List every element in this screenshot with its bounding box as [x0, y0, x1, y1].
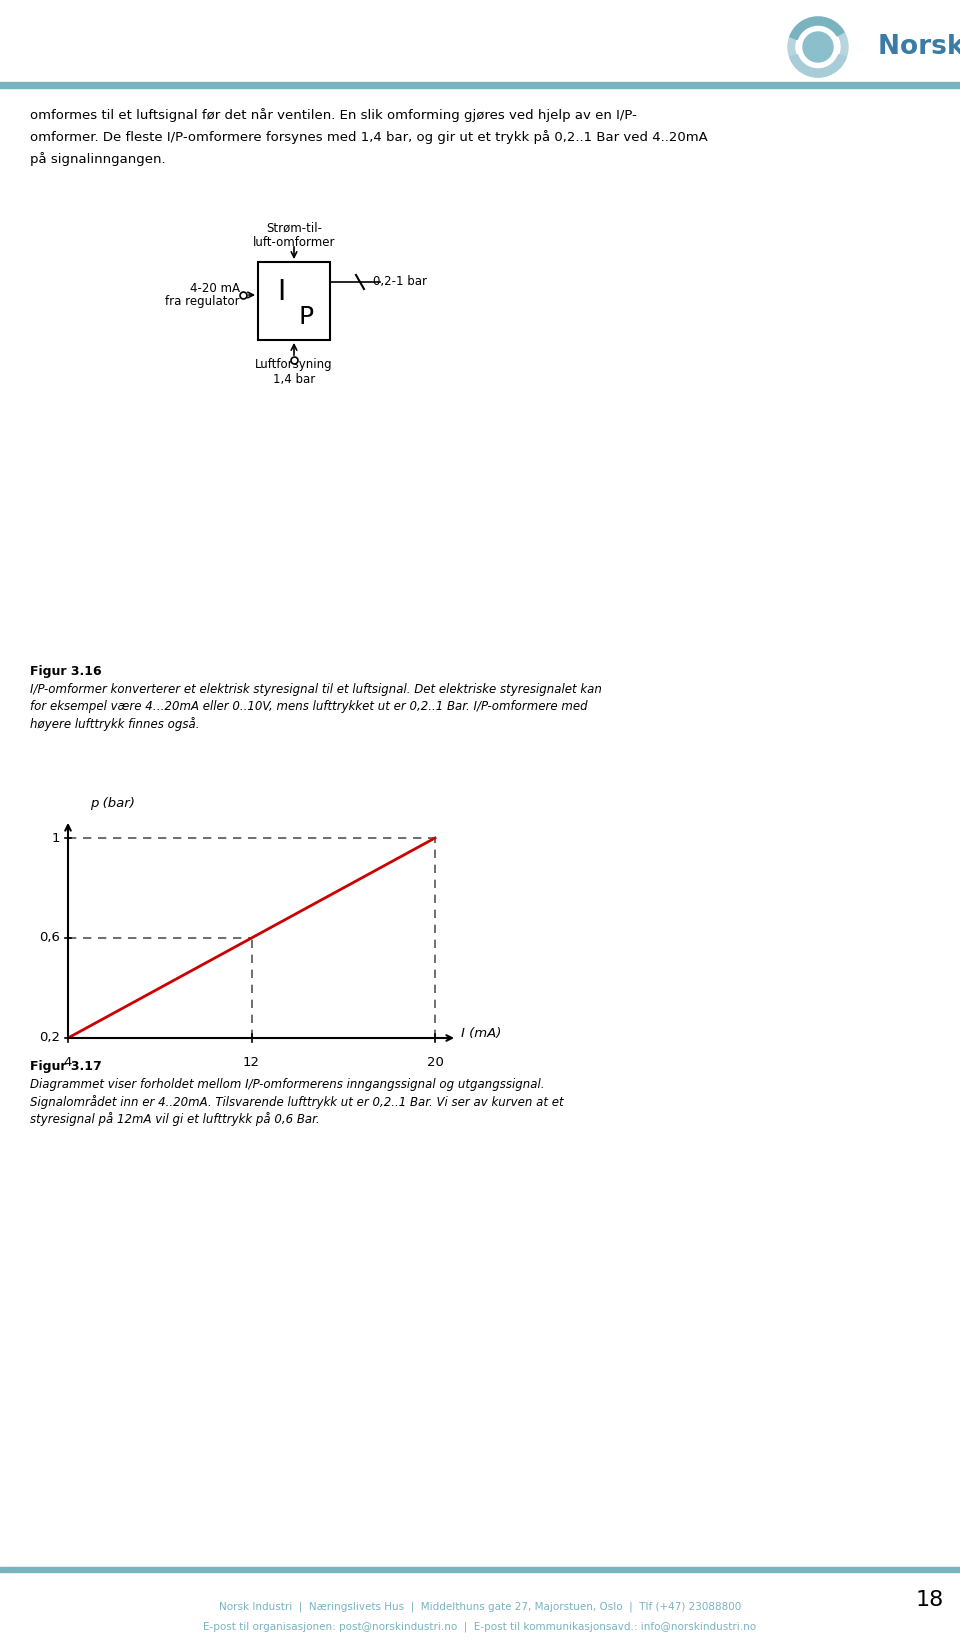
Bar: [258, 262, 330, 339]
Text: Diagrammet viser forholdet mellom I/P-omformerens inngangssignal og utgangssigna: Diagrammet viser forholdet mellom I/P-om…: [30, 1079, 544, 1090]
Text: I (mA): I (mA): [461, 1028, 501, 1041]
Text: fra regulator: fra regulator: [165, 295, 240, 308]
Text: p (bar): p (bar): [90, 797, 134, 810]
Text: Norsk Industri  |  Næringslivets Hus  |  Middelthuns gate 27, Majorstuen, Oslo  : Norsk Industri | Næringslivets Hus | Mid…: [219, 1603, 741, 1612]
Text: omformer. De fleste I/P-omformere forsynes med 1,4 bar, og gir ut et trykk på 0,: omformer. De fleste I/P-omformere forsyn…: [30, 130, 708, 143]
Bar: [0, 1566, 960, 1571]
Text: 20: 20: [426, 1056, 444, 1069]
Text: Norsk Industri: Norsk Industri: [878, 35, 960, 59]
Circle shape: [796, 25, 840, 69]
Wedge shape: [790, 54, 846, 77]
Text: 0,6: 0,6: [39, 932, 60, 944]
Text: for eksempel være 4…20mA eller 0..10V, mens lufttrykket ut er 0,2..1 Bar. I/P-om: for eksempel være 4…20mA eller 0..10V, m…: [30, 700, 588, 713]
Text: luft-omformer: luft-omformer: [252, 236, 335, 249]
Circle shape: [803, 31, 833, 63]
Text: I: I: [277, 278, 286, 306]
Text: Luftforsyning: Luftforsyning: [255, 357, 333, 371]
Text: 0,2: 0,2: [39, 1031, 60, 1044]
Text: Figur 3.17: Figur 3.17: [30, 1061, 102, 1072]
Text: 1,4 bar: 1,4 bar: [273, 372, 315, 385]
Text: E-post til organisasjonen: post@norskindustri.no  |  E-post til kommunikasjonsav: E-post til organisasjonen: post@norskind…: [204, 1622, 756, 1632]
Text: Strøm-til-: Strøm-til-: [266, 222, 322, 236]
Text: 4: 4: [63, 1056, 72, 1069]
Text: styresignal på 12mA vil gi et lufttrykk på 0,6 Bar.: styresignal på 12mA vil gi et lufttrykk …: [30, 1112, 320, 1127]
Text: på signalinngangen.: på signalinngangen.: [30, 152, 166, 166]
Text: 0,2-1 bar: 0,2-1 bar: [373, 275, 427, 288]
Text: 12: 12: [243, 1056, 260, 1069]
Text: Figur 3.16: Figur 3.16: [30, 665, 102, 679]
Text: 4-20 mA: 4-20 mA: [190, 282, 240, 295]
Text: omformes til et luftsignal før det når ventilen. En slik omforming gjøres ved hj: omformes til et luftsignal før det når v…: [30, 109, 636, 122]
Wedge shape: [790, 16, 844, 40]
Text: høyere lufttrykk finnes også.: høyere lufttrykk finnes også.: [30, 716, 200, 731]
Bar: [0, 82, 960, 87]
Text: 1: 1: [52, 832, 60, 845]
Text: I/P-omformer konverterer et elektrisk styresignal til et luftsignal. Det elektri: I/P-omformer konverterer et elektrisk st…: [30, 684, 602, 697]
Circle shape: [788, 16, 848, 77]
Text: Signalområdet inn er 4..20mA. Tilsvarende lufttrykk ut er 0,2..1 Bar. Vi ser av : Signalområdet inn er 4..20mA. Tilsvarend…: [30, 1095, 564, 1108]
Text: P: P: [299, 305, 314, 329]
Text: 18: 18: [916, 1589, 944, 1611]
